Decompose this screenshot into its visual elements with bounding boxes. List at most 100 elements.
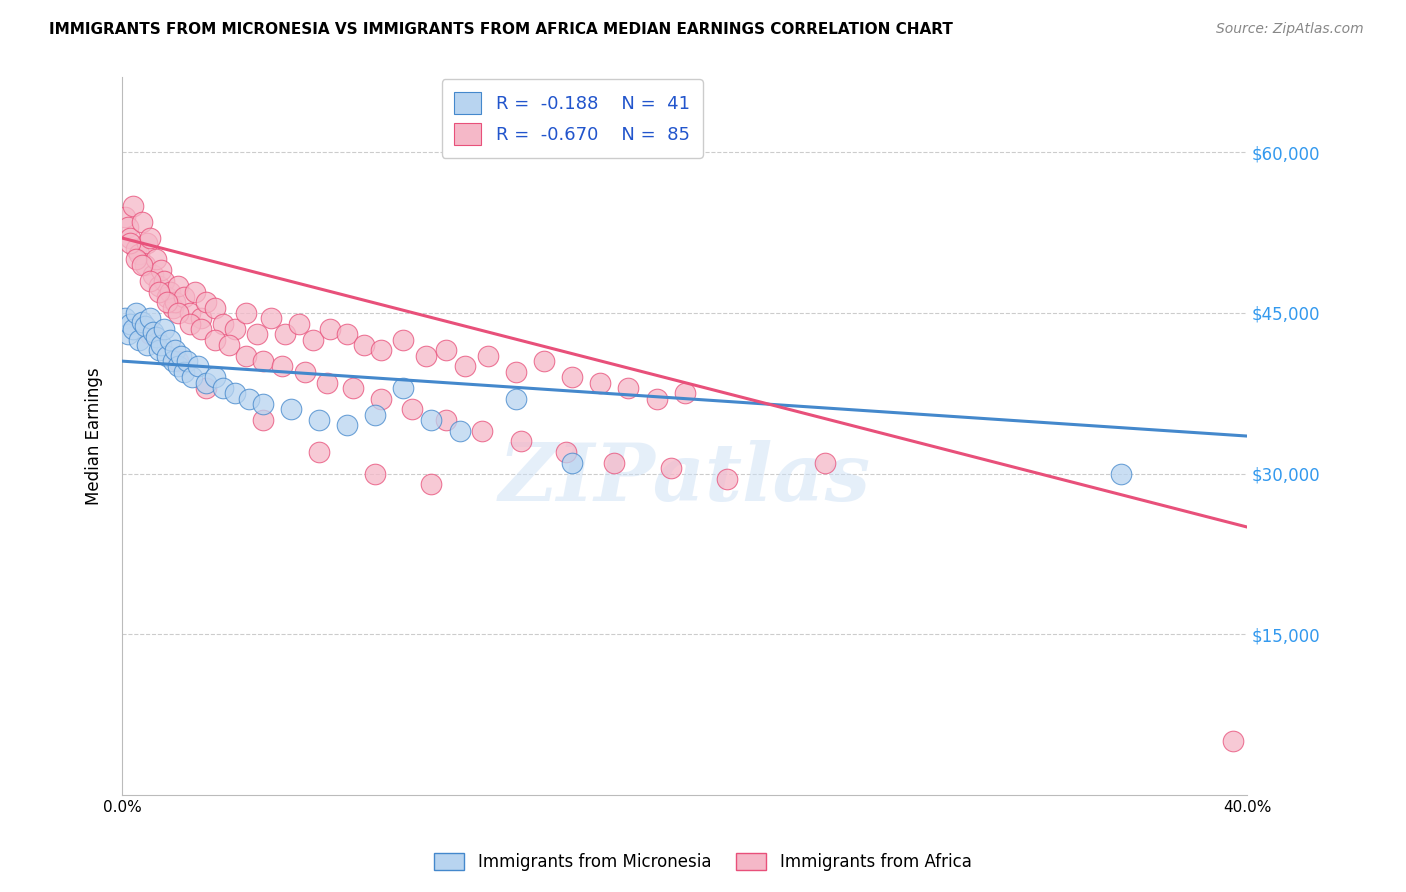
Point [401,402,423,417]
Point [238,392,260,406]
Point [120,231,142,245]
Point [167,279,190,293]
Point [204,301,226,315]
Point [142,268,165,283]
Point [117,220,139,235]
Point [659,461,682,475]
Point [510,434,533,449]
Point [156,349,179,363]
Point [224,386,246,401]
Point [148,343,170,358]
Point [235,349,257,363]
Text: IMMIGRANTS FROM MICRONESIA VS IMMIGRANTS FROM AFRICA MEDIAN EARNINGS CORRELATION: IMMIGRANTS FROM MICRONESIA VS IMMIGRANTS… [49,22,953,37]
Point [159,333,181,347]
Point [342,381,364,395]
Point [150,338,173,352]
Point [117,327,139,342]
Point [145,252,167,267]
Point [353,338,375,352]
Point [162,301,184,315]
Point [120,236,142,251]
Point [302,333,325,347]
Point [125,252,148,267]
Point [122,322,145,336]
Point [190,322,212,336]
Point [156,295,179,310]
Point [224,322,246,336]
Text: Source: ZipAtlas.com: Source: ZipAtlas.com [1216,22,1364,37]
Point [1222,734,1244,748]
Point [370,392,392,406]
Point [260,311,283,326]
Point [153,322,176,336]
Point [477,349,499,363]
Point [294,365,316,379]
Point [274,327,297,342]
Point [181,370,204,384]
Point [195,376,218,390]
Point [136,236,159,251]
Point [176,354,198,368]
Point [173,290,195,304]
Point [288,317,311,331]
Point [589,376,612,390]
Point [142,325,165,339]
Point [114,210,136,224]
Text: ZIPatlas: ZIPatlas [499,441,870,518]
Point [184,285,207,299]
Point [235,306,257,320]
Point [179,317,201,331]
Point [153,274,176,288]
Point [128,333,150,347]
Point [561,456,583,470]
Point [814,456,837,470]
Point [139,327,162,342]
Point [505,392,527,406]
Point [148,279,170,293]
Point [645,392,668,406]
Point [561,370,583,384]
Point [165,295,187,310]
Point [120,317,142,331]
Point [131,215,153,229]
Point [218,338,240,352]
Point [308,445,330,459]
Point [131,314,153,328]
Point [125,306,148,320]
Point [319,322,342,336]
Point [136,338,159,352]
Point [246,327,269,342]
Point [162,354,184,368]
Legend: Immigrants from Micronesia, Immigrants from Africa: Immigrants from Micronesia, Immigrants f… [426,845,980,880]
Point [392,333,415,347]
Point [271,359,294,374]
Point [392,381,415,395]
Point [195,381,218,395]
Point [179,306,201,320]
Point [204,370,226,384]
Point [167,359,190,374]
Point [673,386,696,401]
Point [308,413,330,427]
Point [139,311,162,326]
Point [336,327,359,342]
Point [134,258,156,272]
Point [370,343,392,358]
Y-axis label: Median Earnings: Median Earnings [86,368,103,505]
Point [204,333,226,347]
Point [187,359,209,374]
Point [364,467,387,481]
Point [415,349,437,363]
Point [114,311,136,326]
Point [505,365,527,379]
Point [125,242,148,256]
Point [364,408,387,422]
Point [212,317,235,331]
Point [252,354,274,368]
Point [156,290,179,304]
Point [316,376,339,390]
Point [533,354,555,368]
Point [122,199,145,213]
Point [150,263,173,277]
Point [167,354,190,368]
